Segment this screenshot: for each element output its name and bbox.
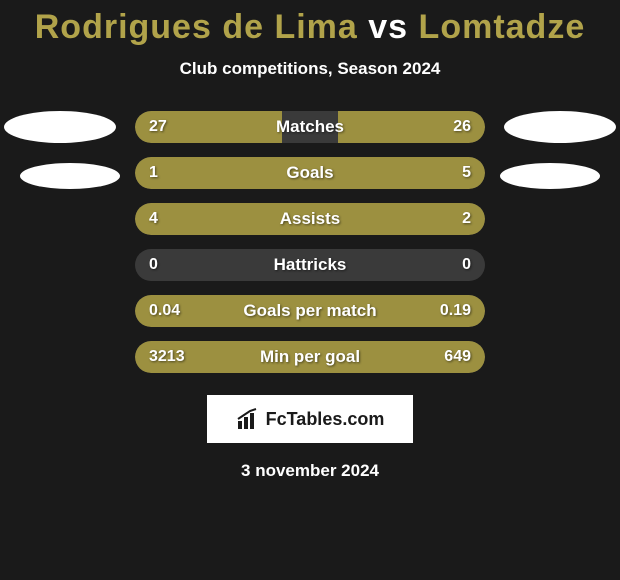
stat-label: Hattricks — [135, 255, 485, 275]
stat-label: Goals per match — [135, 301, 485, 321]
stat-label: Assists — [135, 209, 485, 229]
stat-row: Matches27 26 — [135, 111, 485, 143]
stat-value-right: 26 — [453, 118, 471, 136]
stat-value-right: 0.19 — [440, 302, 471, 320]
stat-value-left: 1 — [149, 164, 158, 182]
stat-value-left: 3213 — [149, 348, 185, 366]
stat-row: Hattricks0 0 — [135, 249, 485, 281]
stats-wrapper: Matches27 26 Goals1 5 Assists4 2 Hattricks0 0 Go… — [0, 111, 620, 373]
stat-value-left: 4 — [149, 210, 158, 228]
player-photo-left-2 — [20, 163, 120, 189]
stat-label: Matches — [135, 117, 485, 137]
player-photo-right-2 — [500, 163, 600, 189]
stat-value-left: 0.04 — [149, 302, 180, 320]
vs-text: vs — [368, 8, 408, 46]
stat-value-left: 27 — [149, 118, 167, 136]
logo-box: FcTables.com — [207, 395, 413, 443]
chart-icon — [236, 407, 260, 431]
player2-name: Lomtadze — [419, 8, 586, 46]
stat-value-right: 5 — [462, 164, 471, 182]
stat-row: Assists4 2 — [135, 203, 485, 235]
date-text: 3 november 2024 — [241, 461, 379, 481]
comparison-card: Rodrigues de Lima vs Lomtadze Club compe… — [0, 0, 620, 580]
stat-value-right: 649 — [444, 348, 471, 366]
player-photo-left-1 — [4, 111, 116, 143]
stat-label: Goals — [135, 163, 485, 183]
stat-value-right: 0 — [462, 256, 471, 274]
stats-list: Matches27 26 Goals1 5 Assists4 2 Hattricks0 0 Go… — [135, 111, 485, 373]
page-title: Rodrigues de Lima vs Lomtadze — [35, 8, 585, 47]
stat-row: Goals1 5 — [135, 157, 485, 189]
stat-value-left: 0 — [149, 256, 158, 274]
stat-value-right: 2 — [462, 210, 471, 228]
logo-text: FcTables.com — [266, 409, 385, 430]
stat-row: Goals per match0.04 0.19 — [135, 295, 485, 327]
stat-label: Min per goal — [135, 347, 485, 367]
player-photo-right-1 — [504, 111, 616, 143]
subtitle: Club competitions, Season 2024 — [180, 59, 441, 79]
stat-row: Min per goal3213 649 — [135, 341, 485, 373]
player1-name: Rodrigues de Lima — [35, 8, 358, 46]
